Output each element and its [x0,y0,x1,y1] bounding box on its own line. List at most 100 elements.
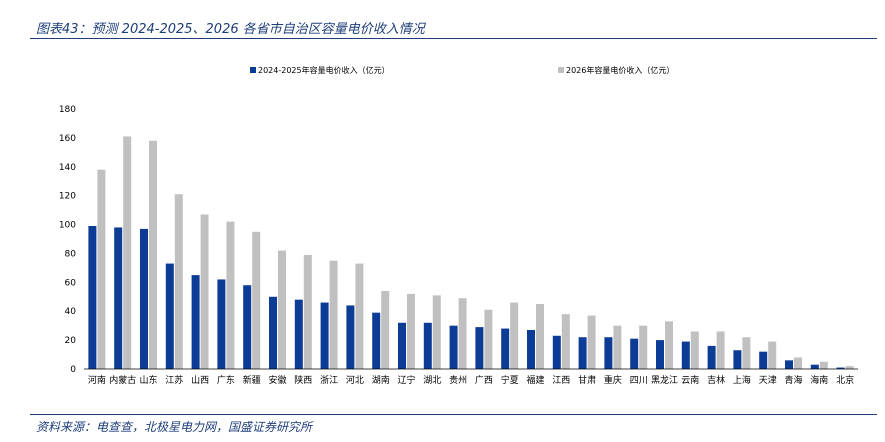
bar-series2 [561,314,570,369]
bar-series1 [320,302,329,369]
x-tick-label: 山东 [139,374,157,386]
y-tick-label: 40 [65,307,77,317]
x-tick-label: 云南 [681,374,699,386]
bar-series1 [398,322,406,369]
x-tick-label: 重庆 [604,374,622,386]
x-tick-label: 浙江 [320,374,338,386]
x-tick-label: 江苏 [165,374,183,386]
bar-series2 [690,331,699,369]
x-tick-label: 福建 [526,374,544,386]
bar-series2 [639,325,648,369]
bar-series1 [191,275,200,369]
x-tick-label: 广东 [217,374,235,386]
bar-series1 [578,337,587,369]
x-tick-label: 贵州 [449,374,467,386]
x-tick-label: 宁夏 [501,374,519,386]
y-tick-label: 20 [65,336,77,346]
bar-series2 [536,304,544,369]
legend-swatch [558,67,564,73]
bar-series2 [768,341,777,369]
bar-series2 [484,309,493,369]
bar-series1 [527,330,535,369]
y-tick-label: 80 [65,249,77,259]
figure-title: 图表43：预测 2024-2025、2026 各省市自治区容量电价收入情况 [36,22,425,37]
bar-series2 [458,298,467,369]
source-divider [30,414,877,415]
x-tick-label: 山西 [191,375,209,386]
bar-series2 [665,321,673,369]
bar-series1 [604,337,613,369]
bar-series1 [552,335,561,369]
x-tick-label: 安徽 [268,374,286,386]
bar-series1 [733,350,742,369]
y-tick-label: 140 [59,163,76,173]
y-tick-label: 120 [59,192,76,202]
bar-series1 [656,340,664,369]
bar-chart: 2024-2025年容量电价收入（亿元） 2026年容量电价收入（亿元） 0 20 4… [59,65,858,386]
bar-series1 [501,328,510,369]
bar-series2 [97,169,106,369]
bar-series1 [346,305,355,369]
bar-series2 [174,194,183,369]
bar-series1 [140,228,148,369]
bar-series2 [123,136,132,369]
bar-series1 [810,364,819,369]
bar-series2 [716,331,725,369]
bar-series1 [372,312,381,369]
bar-series2 [510,302,519,369]
source-note: 资料来源：电查查，北极星电力网，国盛证券研究所 [36,420,313,434]
x-tick-label: 河北 [346,374,364,386]
bar-series2 [381,291,390,369]
x-tick-label: 天津 [759,375,777,386]
x-tick-label: 陕西 [294,374,312,386]
legend-swatch [250,67,256,73]
x-tick-label: 上海 [733,374,751,386]
x-axis: 河南 内蒙古 山东 江苏 山西 广东 新疆 安徽 陕西 浙江 河北 湖南 辽宁 湖北 贵州 广西 宁夏 福建 江西甘… [84,368,858,386]
y-tick-label: 60 [65,278,77,288]
bar-series1 [475,327,484,369]
y-tick-label: 0 [70,365,76,375]
bar-series2 [587,315,596,369]
bar-series1 [707,345,716,369]
x-tick-label: 北京 [836,374,854,386]
x-tick-label: 青海 [784,374,802,386]
bars [88,136,854,369]
x-tick-label: 河南 [88,374,106,386]
y-tick-label: 180 [59,105,76,115]
bar-series2 [742,337,751,369]
legend-label: 2026年容量电价收入（亿元） [566,65,674,75]
bar-series1 [243,285,252,369]
x-tick-label: 甘肃 [578,374,596,386]
chart-legend: 2024-2025年容量电价收入（亿元） 2026年容量电价收入（亿元） [250,65,674,75]
bar-series2 [278,250,286,369]
bar-series2 [845,366,854,369]
bar-series2 [407,293,415,369]
x-tick-label: 四川 [630,376,648,386]
x-tick-label: 黑龙江 [651,374,678,386]
bar-series2 [613,325,622,369]
bar-series1 [114,227,123,369]
bar-series1 [217,279,226,369]
y-axis: 0 20 40 60 80 100 120 140 160 180 [59,105,76,375]
bar-series2 [432,295,441,369]
x-tick-label: 江西 [552,375,570,386]
bar-series1 [294,299,303,369]
bar-series1 [836,367,845,369]
title-divider [30,38,877,39]
x-tick-label: 湖北 [423,375,441,386]
x-tick-label: 海南 [810,374,828,386]
bar-series2 [252,231,261,369]
bar-series2 [200,214,209,369]
x-tick-label: 吉林 [707,374,725,386]
x-tick-label: 新疆 [243,374,261,386]
x-tick-label: 辽宁 [397,374,415,386]
x-tick-label: 内蒙古 [109,374,136,386]
bar-series2 [355,263,364,369]
bar-series2 [226,221,235,369]
bar-series2 [149,140,157,369]
bar-series1 [269,296,277,369]
bar-series2 [303,254,312,369]
bar-series1 [785,360,793,369]
bar-series1 [88,226,97,369]
y-tick-label: 100 [59,221,76,231]
